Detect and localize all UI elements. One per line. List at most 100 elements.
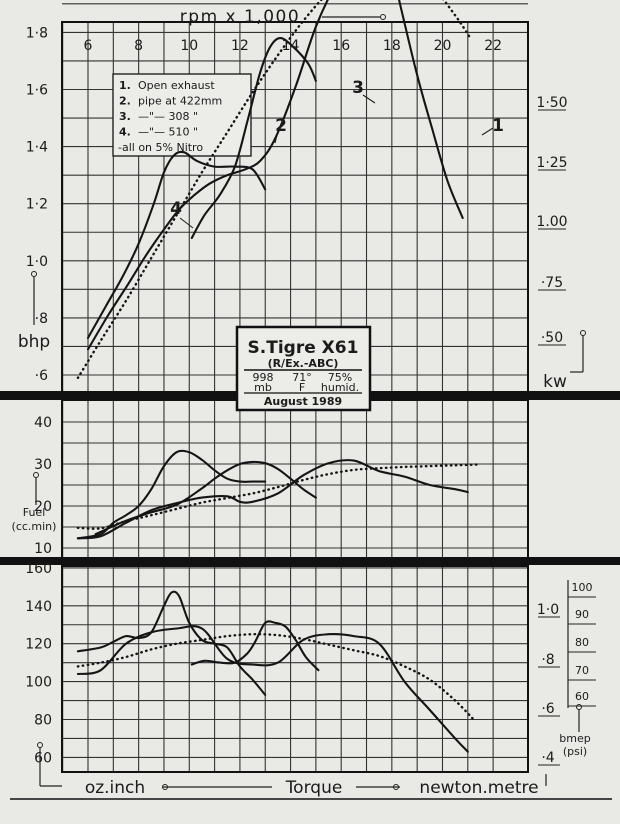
- torque-unit-left-label: oz.inch: [85, 778, 145, 798]
- title-condition-value: 998: [253, 371, 274, 384]
- x-tick-label: 22: [484, 38, 502, 54]
- y-tick-label: 30: [34, 457, 52, 473]
- y-tick-label: ·8: [35, 311, 48, 327]
- y-tick-label: 40: [34, 415, 52, 431]
- y3-tick-label: 60: [575, 690, 589, 703]
- y-tick-label: 100: [25, 675, 52, 691]
- x-tick-label: 18: [383, 38, 401, 54]
- y-tick-label: 1·0: [26, 254, 48, 270]
- legend-item-text: Open exhaust: [138, 79, 215, 92]
- y3-axis-label-unit: (psi): [563, 745, 587, 758]
- series-torque-4-line: [76, 590, 267, 696]
- y-tick-label: 20: [34, 499, 52, 515]
- torque-label: Torque: [285, 778, 343, 798]
- y3-tick-label: 100: [572, 581, 593, 594]
- curve-label-2: 2: [275, 116, 287, 136]
- y2-tick-label: ·6: [541, 701, 554, 717]
- y3-tick-label: 90: [575, 608, 589, 621]
- y-tick-label: 120: [25, 637, 52, 653]
- legend-item-number: 1.: [119, 79, 131, 92]
- x-tick-label: 20: [434, 38, 452, 54]
- panel-divider-bottom: [0, 557, 620, 565]
- legend-item-text: —"— 510 ": [138, 126, 198, 139]
- legend-item-text: -all on 5% Nitro: [118, 141, 203, 154]
- curve-label-4-leader: [179, 217, 194, 229]
- y2-tick-label: ·50: [541, 330, 563, 346]
- y2-axis-label-kw: kw: [543, 372, 567, 392]
- y-tick-label: 1·6: [26, 83, 48, 99]
- series-torque-3-line: [76, 625, 469, 753]
- title-subtitle: (R/Ex.-ABC): [268, 357, 339, 370]
- legend-item-text: —"— 308 ": [138, 110, 198, 123]
- title-box: [235, 325, 372, 412]
- title-condition-unit: humid.: [321, 381, 359, 394]
- x-tick-label: 16: [332, 38, 350, 54]
- y-axis-label-fuel: Fuel: [23, 506, 46, 519]
- curve-label-4: 4: [170, 199, 182, 219]
- y-tick-label: 160: [25, 561, 52, 577]
- y-tick-label: 1·2: [26, 197, 48, 213]
- series-fuel-3-line: [76, 459, 469, 540]
- torque-arrow-left-head: [162, 784, 168, 790]
- series-power-4-line: [86, 150, 267, 339]
- y-tick-label: 1·8: [26, 25, 48, 41]
- panel-frame: [61, 399, 529, 559]
- y-tick-label: 80: [34, 713, 52, 729]
- title-condition-unit: F: [299, 381, 305, 394]
- axes: [0, 14, 620, 800]
- y3-tick-label: 80: [575, 636, 589, 649]
- x-tick-label: 12: [231, 38, 249, 54]
- data-lines: [76, 0, 482, 753]
- y-tick-label: 60: [34, 750, 52, 766]
- bmep-axis-arrow-head: [576, 704, 582, 710]
- panel-frame: [61, 565, 529, 773]
- curve-label-3-leader: [362, 94, 376, 104]
- y2-tick-label: 1.00: [536, 214, 567, 230]
- y-tick-label: 10: [34, 541, 52, 557]
- bhp-axis-arrow-head: [31, 271, 37, 277]
- x-axis-arrow-head: [380, 14, 386, 20]
- curve-label-3: 3: [352, 78, 364, 98]
- series-power-1-line: [76, 0, 472, 380]
- y-axis-label-bhp: bhp: [18, 332, 50, 352]
- x-tick-label: 8: [134, 38, 143, 54]
- y2-tick-label: 1·0: [537, 602, 559, 618]
- legend-item-number: 3.: [119, 110, 131, 123]
- title-condition-value: 71°: [292, 371, 312, 384]
- curve-label-1-leader: [481, 127, 494, 136]
- torque-arrow-right-head: [393, 784, 399, 790]
- legend-item-text: pipe at 422mm: [138, 95, 222, 108]
- series-fuel-1-line: [76, 463, 482, 530]
- y-tick-label: 1·4: [26, 140, 48, 156]
- x-tick-label: 14: [282, 38, 300, 54]
- title-condition-value: 75%: [328, 371, 352, 384]
- x-tick-label: 6: [84, 38, 93, 54]
- y2-tick-label: ·4: [541, 750, 554, 766]
- legend-item-number: 4.: [119, 126, 131, 139]
- y3-axis-label: bmep: [559, 732, 590, 745]
- y-tick-label: ·6: [35, 368, 48, 384]
- y-axis-label-fuel-unit: (cc.min): [12, 520, 57, 533]
- series-torque-2-line: [190, 620, 320, 672]
- series-power-3-line: [86, 0, 464, 351]
- y-tick-label: 140: [25, 599, 52, 615]
- y2-tick-label: ·75: [541, 275, 563, 291]
- y3-tick-label: 70: [575, 664, 589, 677]
- legend-box: [112, 73, 252, 157]
- fuel-axis-arrow-head: [33, 472, 39, 478]
- title-date: August 1989: [264, 395, 342, 408]
- x-tick-label: 10: [180, 38, 198, 54]
- y2-tick-label: 1·50: [536, 95, 567, 111]
- series-power-2-line: [190, 37, 317, 240]
- legend-item-number: 2.: [119, 95, 131, 108]
- x-axis-label: rpm x 1,000: [180, 7, 300, 27]
- y2-tick-label: ·8: [541, 652, 554, 668]
- series-fuel-2-line: [94, 460, 317, 536]
- ozinch-axis-arrow-head: [37, 742, 43, 748]
- curve-label-1: 1: [492, 116, 504, 136]
- title-condition-unit: mb: [254, 381, 272, 394]
- series-torque-1-line: [76, 632, 477, 723]
- kw-axis-arrow-head: [580, 330, 586, 336]
